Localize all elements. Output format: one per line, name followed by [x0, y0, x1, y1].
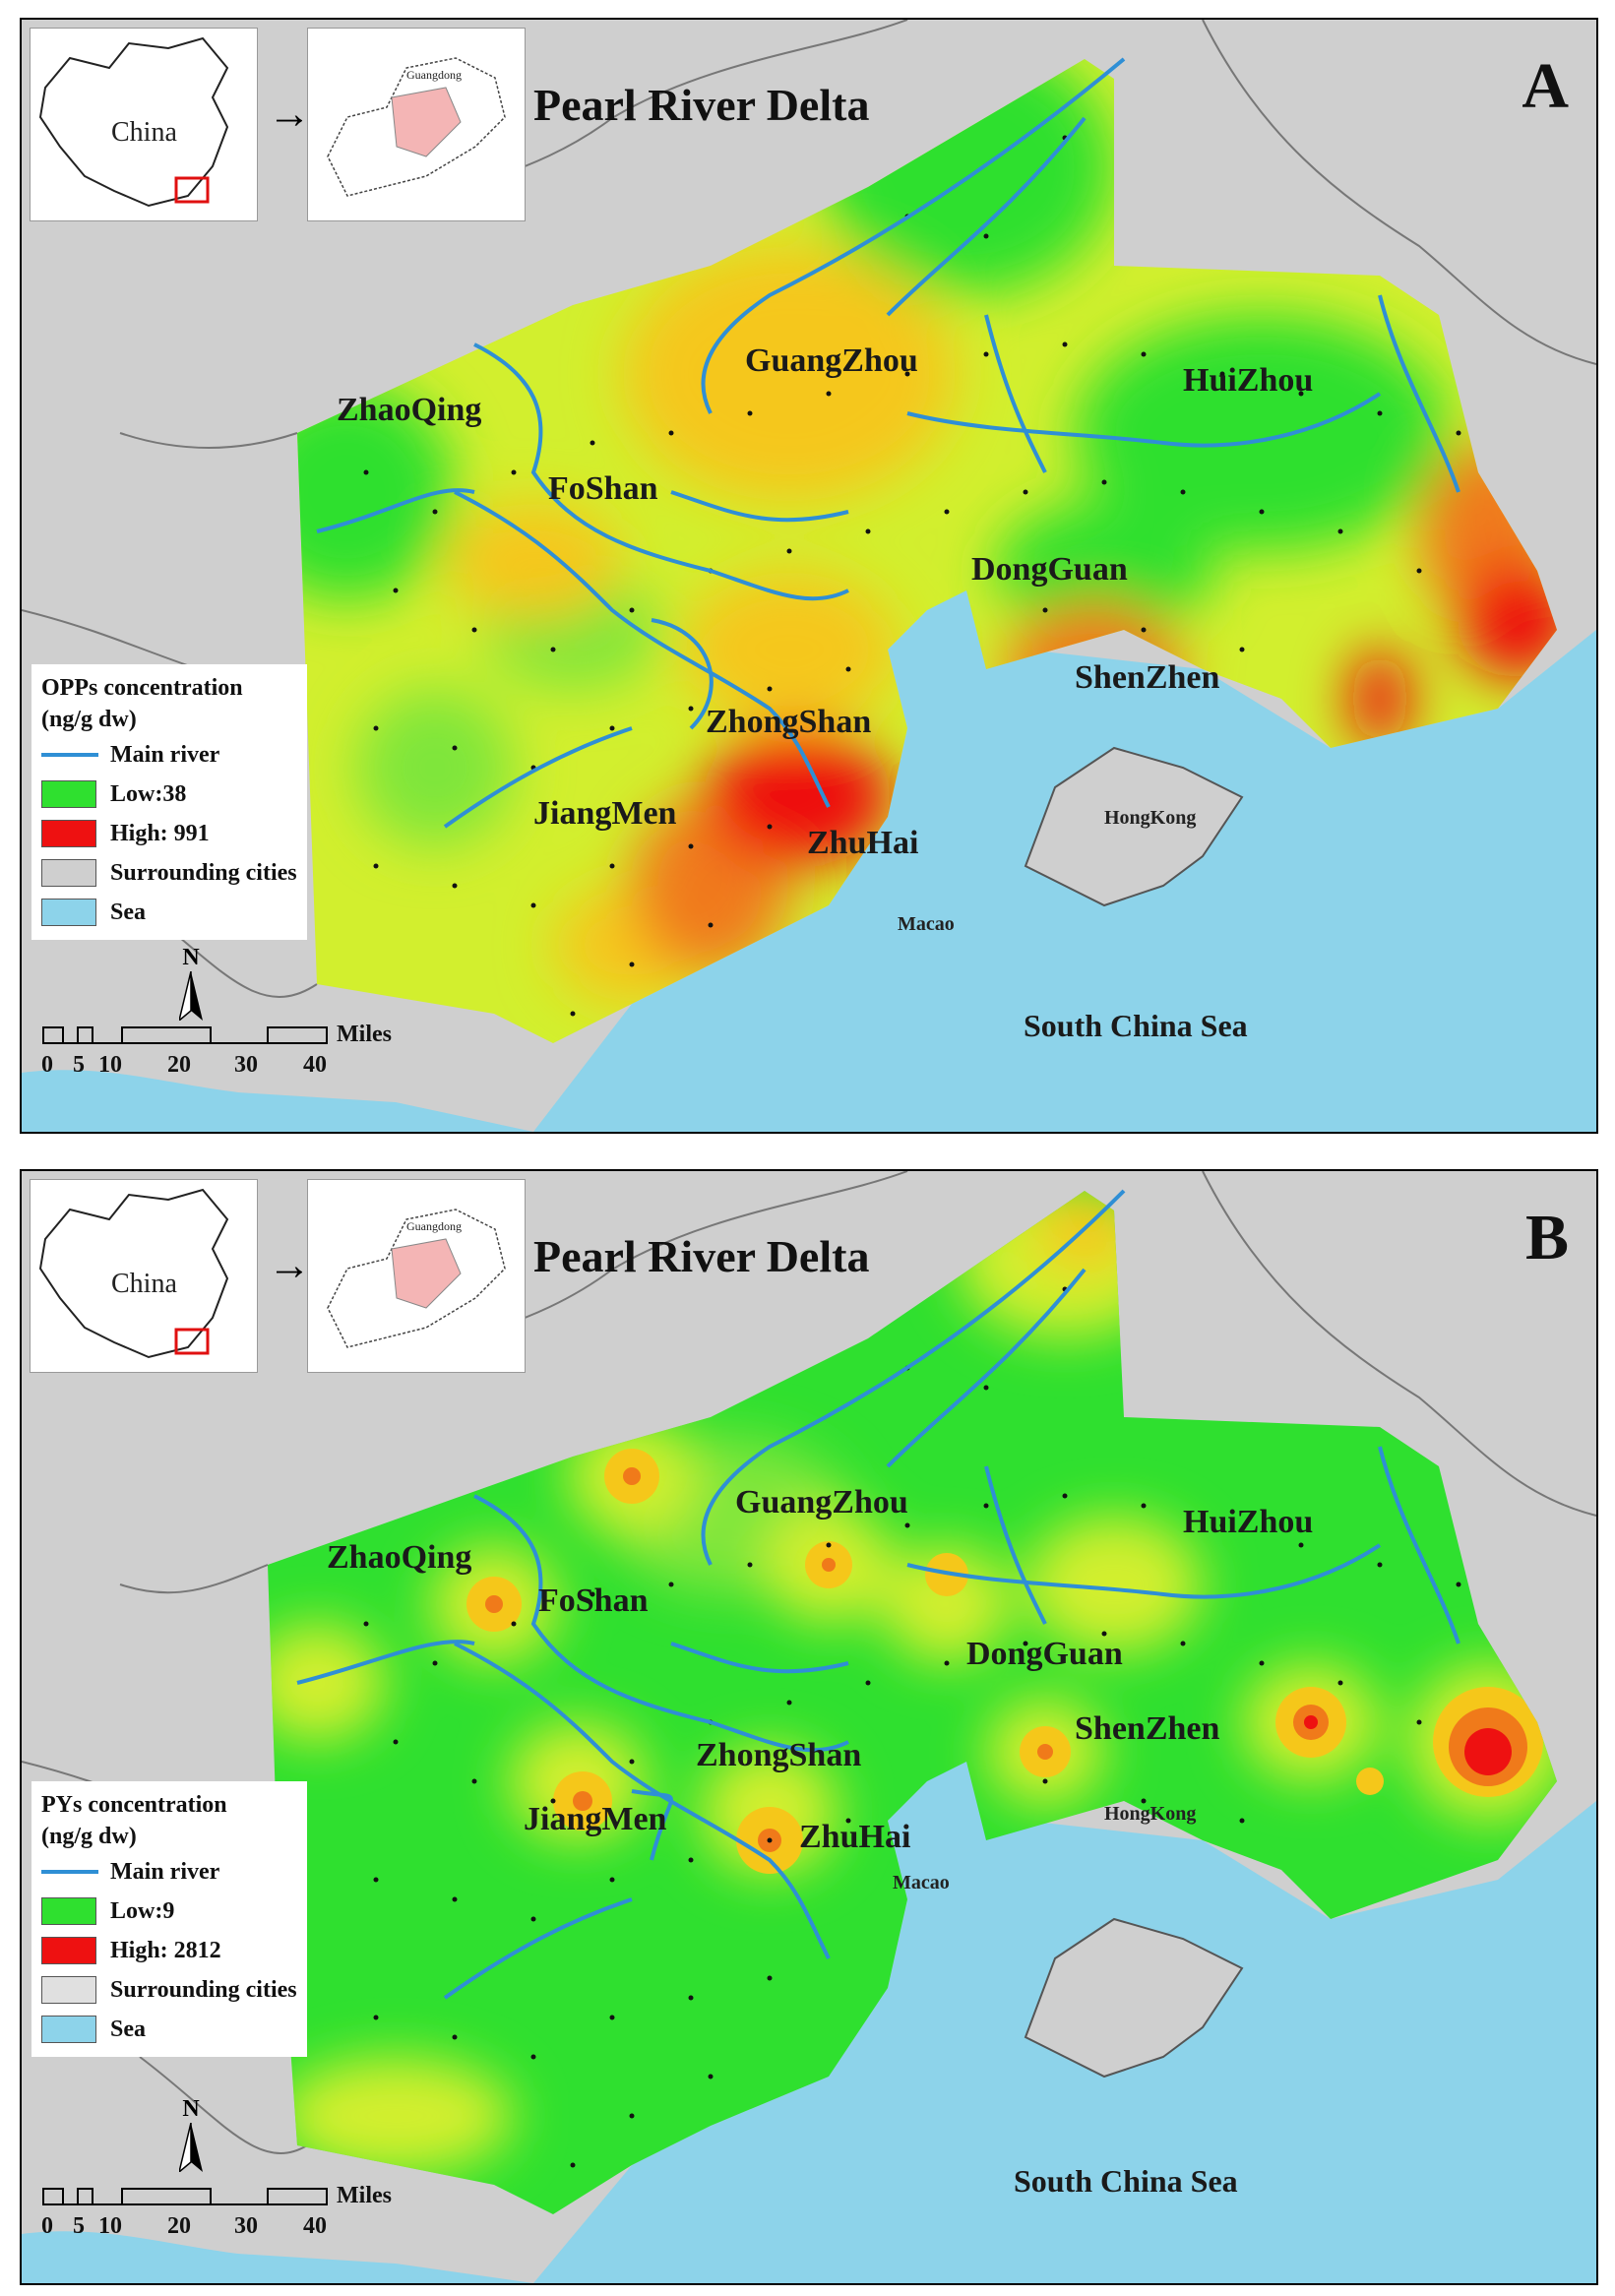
low-swatch	[41, 1897, 96, 1925]
inset-arrow-icon: →	[268, 1241, 311, 1289]
china-outline-icon	[38, 1188, 229, 1359]
legend-row-river: Main river	[41, 735, 297, 775]
sea-label: South China Sea	[1024, 1008, 1248, 1043]
inset-guangdong-map: Guangdong	[307, 1179, 526, 1373]
city-label-dongguan: DongGuan	[966, 1636, 1123, 1672]
scale-unit: Miles	[337, 2183, 392, 2208]
low-swatch	[41, 780, 96, 808]
legend-row-low: Low:38	[41, 775, 297, 814]
city-label-huizhou: HuiZhou	[1183, 1504, 1314, 1540]
map-panel-a: China → Guangdong Pearl River Delta A Zh…	[20, 18, 1598, 1134]
city-label-jiangmen: JiangMen	[533, 795, 677, 832]
legend-unit: (ng/g dw)	[41, 1824, 137, 1849]
guangdong-outline-icon	[327, 57, 506, 197]
city-label-dongguan: DongGuan	[971, 551, 1128, 588]
map-title: Pearl River Delta	[533, 1231, 870, 1281]
city-label-zhongshan: ZhongShan	[696, 1737, 862, 1773]
map-panel-b: China → Guangdong Pearl River Delta B Zh…	[20, 1169, 1598, 2285]
inset-guangdong-label: Guangdong	[406, 68, 462, 82]
map-canvas	[22, 1171, 1596, 2283]
map-title: Pearl River Delta	[533, 80, 870, 130]
china-outline-icon	[38, 36, 229, 208]
city-label-zhaoqing: ZhaoQing	[337, 392, 482, 428]
inset-china-map: China	[30, 28, 258, 221]
legend-title: PYs concentration	[41, 1792, 227, 1818]
city-label-macao: Macao	[893, 1872, 950, 1893]
legend-row-sea: Sea	[41, 893, 297, 932]
hongkong-landmass	[1024, 1917, 1244, 2079]
city-label-shenzhen: ShenZhen	[1075, 1710, 1220, 1747]
map-canvas	[22, 20, 1596, 1132]
scale-unit: Miles	[337, 1022, 392, 1047]
guangdong-outline-icon	[327, 1209, 506, 1348]
sea-area-west	[22, 2231, 533, 2283]
map-legend: PYs concentration (ng/g dw) Main river L…	[31, 1781, 307, 2057]
map-legend: OPPs concentration (ng/g dw) Main river …	[31, 664, 307, 940]
city-label-zhuhai: ZhuHai	[799, 1819, 911, 1855]
sea-area-west	[22, 1070, 533, 1132]
scale-bar-graphic	[42, 2188, 328, 2205]
surrounding-swatch	[41, 859, 96, 887]
legend-row-sea: Sea	[41, 2010, 297, 2049]
inset-china-label: China	[111, 1269, 177, 1299]
legend-row-river: Main river	[41, 1852, 297, 1892]
legend-row-surrounding: Surrounding cities	[41, 1970, 297, 2010]
high-swatch	[41, 820, 96, 847]
city-label-zhaoqing: ZhaoQing	[327, 1539, 472, 1576]
panel-letter: A	[1522, 50, 1569, 122]
legend-row-high: High: 991	[41, 814, 297, 853]
city-label-foshan: FoShan	[548, 470, 658, 507]
legend-unit: (ng/g dw)	[41, 707, 137, 732]
city-label-foshan: FoShan	[538, 1582, 649, 1619]
city-label-guangzhou: GuangZhou	[735, 1484, 908, 1520]
legend-row-low: Low:9	[41, 1892, 297, 1931]
city-label-zhuhai: ZhuHai	[807, 825, 919, 861]
panel-letter: B	[1524, 1202, 1569, 1273]
inset-china-map: China	[30, 1179, 258, 1373]
hongkong-landmass	[1024, 746, 1244, 907]
sample-points	[363, 1286, 1461, 2168]
scale-bar-graphic	[42, 1026, 328, 1044]
main-rivers	[316, 57, 1460, 829]
legend-title: OPPs concentration	[41, 675, 243, 701]
legend-row-high: High: 2812	[41, 1931, 297, 1970]
river-swatch	[41, 753, 98, 757]
city-label-huizhou: HuiZhou	[1183, 362, 1314, 399]
scale-bar: Miles 0 5 10 20 30 40	[41, 1022, 392, 1078]
city-label-zhongshan: ZhongShan	[706, 704, 872, 740]
sea-swatch	[41, 2016, 96, 2043]
city-label-macao: Macao	[898, 913, 955, 935]
city-label-jiangmen: JiangMen	[524, 1801, 667, 1837]
legend-row-surrounding: Surrounding cities	[41, 853, 297, 893]
sea-swatch	[41, 899, 96, 926]
inset-arrow-icon: →	[268, 90, 311, 138]
inset-guangdong-label: Guangdong	[406, 1219, 462, 1233]
river-swatch	[41, 1870, 98, 1874]
surrounding-swatch	[41, 1976, 96, 2004]
hotspots	[466, 1449, 1543, 1874]
inset-china-label: China	[111, 117, 177, 148]
north-arrow-icon: N	[177, 945, 203, 1025]
scale-bar: Miles 0 5 10 20 30 40	[41, 2183, 392, 2239]
city-label-guangzhou: GuangZhou	[745, 342, 918, 379]
city-label-hongkong: HongKong	[1104, 807, 1197, 829]
inset-guangdong-map: Guangdong	[307, 28, 526, 221]
high-swatch	[41, 1937, 96, 1964]
city-label-hongkong: HongKong	[1104, 1803, 1197, 1825]
main-rivers	[296, 1189, 1460, 2000]
north-arrow-icon: N	[177, 2096, 203, 2177]
sea-label: South China Sea	[1014, 2163, 1238, 2199]
city-label-shenzhen: ShenZhen	[1075, 659, 1220, 696]
